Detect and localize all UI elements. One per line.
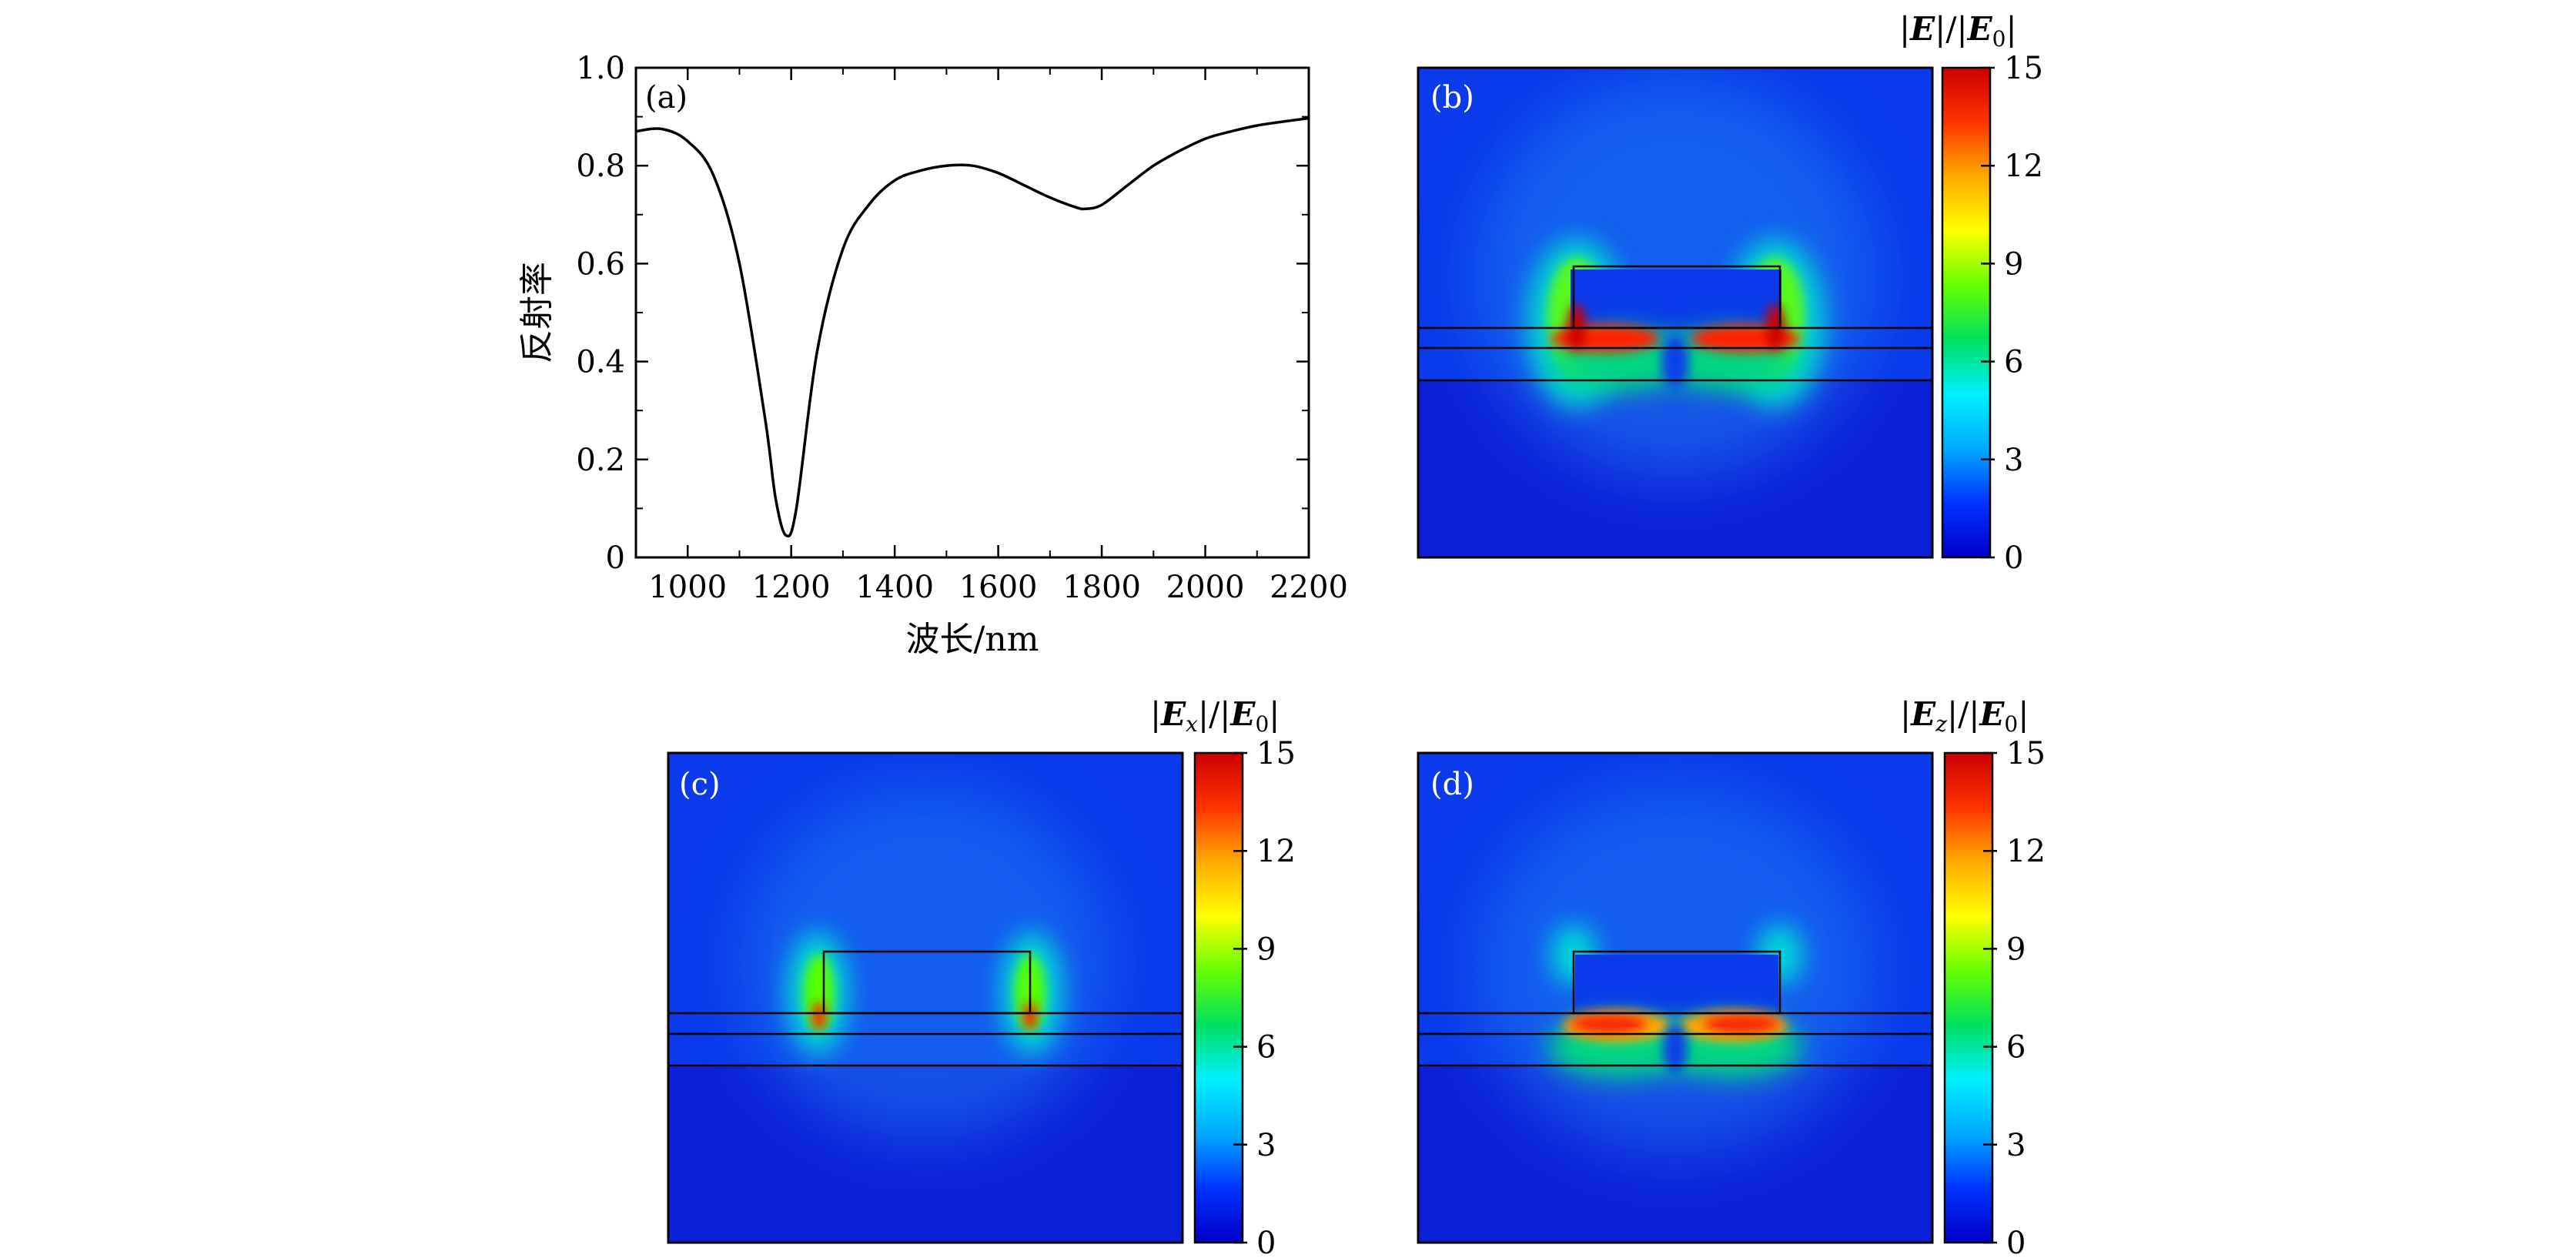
panel-c-colorbar-ticks: 0 3 6 9 12 15 [1233, 736, 1296, 1258]
panel-a-y-axis-title: 反射率 [517, 262, 557, 363]
colorbar-tick-label-9: 9 [2004, 246, 2023, 282]
panel-a-plot-frame [634, 66, 1310, 559]
colorbar-tick-label-6: 6 [2004, 345, 2023, 380]
y-tick-label-4: 0.8 [576, 149, 625, 184]
colorbar-tick-label-15: 15 [2006, 736, 2046, 771]
colorbar-tick-label-3: 3 [2004, 443, 2023, 478]
panel-d-colorbar [1943, 751, 1994, 1244]
panel-c-colorbar [1193, 751, 1244, 1244]
panel-b-colorbar [1941, 66, 1992, 559]
colorbar-tick-label-6: 6 [2006, 1030, 2026, 1066]
x-tick-label-1600: 1600 [959, 570, 1038, 605]
reflectance-curve [635, 116, 1310, 538]
colorbar-tick-label-15: 15 [1256, 736, 1296, 771]
x-tick-label-1200: 1200 [752, 570, 831, 605]
colorbar-tick-label-12: 12 [1256, 834, 1296, 869]
panel-a-x-axis-title: 波长/nm [906, 620, 1039, 659]
colorbar-tick-label-6: 6 [1256, 1030, 1276, 1066]
panel-a-ticks: 1000 1200 1400 1600 1800 2000 2200 0 0.2 0.4 0.6 0.… [576, 51, 1348, 605]
panel-b-colorbar-title: |E|/|E0| [1899, 10, 2017, 52]
panel-a-label: (a) [645, 80, 687, 115]
panel-d-colorbar-title: |Ez|/|E0| [1900, 695, 2029, 737]
panel-c: (c) 0 3 6 9 12 15 |Ex|/|E0| [667, 695, 1296, 1258]
colorbar-tick-label-15: 15 [2004, 51, 2043, 86]
colorbar-tick-label-9: 9 [2006, 932, 2026, 967]
panel-d-label: (d) [1430, 767, 1474, 802]
colorbar-tick-label-3: 3 [1256, 1128, 1276, 1163]
colorbar-tick-label-12: 12 [2006, 834, 2046, 869]
colorbar-tick-label-3: 3 [2006, 1128, 2026, 1163]
panel-b-colorbar-ticks: 0 3 6 9 12 15 [1981, 51, 2043, 576]
colorbar-tick-label-0: 0 [1256, 1226, 1276, 1258]
colorbar-tick-label-9: 9 [1256, 932, 1276, 967]
panel-b: (b) 0 3 6 9 12 15 |E|/|E0| [1417, 10, 2043, 576]
y-tick-label-1: 0.2 [576, 443, 625, 478]
x-tick-label-1400: 1400 [855, 570, 934, 605]
panel-b-label: (b) [1430, 80, 1474, 115]
y-tick-label-5: 1.0 [576, 51, 625, 86]
panel-d: (d) 0 3 6 9 12 15 |Ez|/|E0| [1417, 695, 2046, 1258]
y-tick-label-2: 0.4 [576, 345, 625, 380]
y-tick-label-3: 0.6 [576, 246, 625, 282]
x-tick-label-1000: 1000 [648, 570, 727, 605]
panel-a: 1000 1200 1400 1600 1800 2000 2200 0 0.2 0.4 0.6 0.… [517, 51, 1348, 659]
colorbar-tick-label-0: 0 [2004, 540, 2023, 576]
panel-c-colorbar-title: |Ex|/|E0| [1150, 695, 1280, 737]
x-tick-label-1800: 1800 [1062, 570, 1141, 605]
y-tick-label-0: 0 [606, 540, 625, 576]
panel-c-label: (c) [679, 767, 721, 802]
colorbar-tick-label-12: 12 [2004, 149, 2043, 184]
panel-d-colorbar-ticks: 0 3 6 9 12 15 [1983, 736, 2046, 1258]
colorbar-tick-label-0: 0 [2006, 1226, 2026, 1258]
x-tick-label-2000: 2000 [1166, 570, 1245, 605]
x-tick-label-2200: 2200 [1270, 570, 1348, 605]
